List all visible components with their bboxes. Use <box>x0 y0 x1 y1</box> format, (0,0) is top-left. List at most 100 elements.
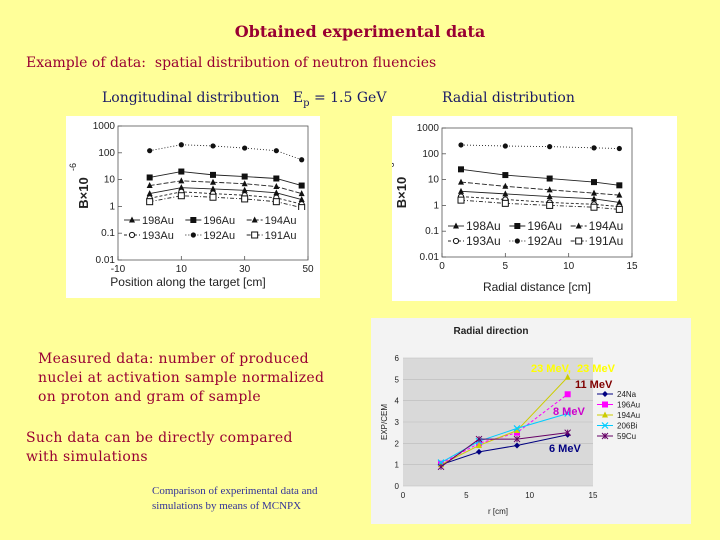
series-line-24Na <box>440 434 568 466</box>
energy-annotation: 11 MeV <box>575 379 613 391</box>
y-tick-label: 10 <box>428 175 440 186</box>
y-tick-label: 0.01 <box>420 252 440 263</box>
example-label: Example of data: <box>26 55 146 71</box>
data-point-59Cu <box>564 429 572 437</box>
energy-annotation: 6 MeV <box>549 443 581 455</box>
series-line-194Au <box>460 181 620 196</box>
legend-label-194Au: 194Au <box>589 219 624 233</box>
y-tick-label: 2 <box>395 439 400 448</box>
legend-marker-59Cu <box>601 432 609 440</box>
data-point-192Au <box>458 142 464 148</box>
data-point-191Au <box>457 196 465 204</box>
y-tick-label: 1 <box>395 461 400 470</box>
legend-label-196Au: 196Au <box>203 215 235 227</box>
legend-label-192Au: 192Au <box>203 230 235 242</box>
energy-annotation: 23 MeV <box>577 363 616 375</box>
data-point-194Au <box>476 441 482 448</box>
x-tick-label: 15 <box>589 491 598 500</box>
legend-marker-194Au <box>602 411 608 418</box>
y-tick-label: 5 <box>395 375 400 384</box>
y-tick-label: 0.01 <box>96 255 116 266</box>
x-tick-label: 0 <box>401 491 406 500</box>
energy-sub: p <box>303 97 310 109</box>
data-point-191Au <box>177 192 185 200</box>
compare-note: Such data can be directly compared with … <box>26 430 293 465</box>
legend-marker-24Na <box>602 391 608 397</box>
plot-frame <box>117 125 309 261</box>
data-point-206Bi <box>564 410 572 417</box>
example-text: spatial distribution of neutron fluencie… <box>154 55 437 71</box>
legend-label-24Na: 24Na <box>617 390 637 399</box>
x-tick-label: 0 <box>439 261 445 272</box>
data-point-194Au <box>241 180 248 187</box>
legend-label-196Au: 196Au <box>527 219 562 233</box>
x-tick-label: 5 <box>503 261 509 272</box>
data-point-198Au <box>146 190 153 197</box>
data-point-192Au <box>616 145 622 152</box>
y-axis-label: B×10 <box>394 177 409 208</box>
longitudinal-chart-panel: 1000 100 10 1 0.1 0.01 -10 10 30 50 198Au 196Au 194A… <box>66 116 320 298</box>
series-line-194Au <box>440 376 569 466</box>
legend-label-191Au: 191Au <box>589 234 624 248</box>
mcnpx-note: Comparison of experimental data and simu… <box>152 485 318 512</box>
y-axis-label-exponent: -6 <box>392 162 396 170</box>
data-point-191Au <box>298 204 306 212</box>
legend-marker-198Au <box>453 222 459 229</box>
data-point-194Au <box>273 183 280 190</box>
series-line-193Au <box>149 191 302 205</box>
plot-frame <box>441 127 633 258</box>
data-point-59Cu <box>475 435 483 443</box>
data-point-194Au <box>546 186 553 193</box>
data-point-192Au <box>502 143 508 149</box>
energy-annotation: 8 MeV <box>553 406 585 418</box>
data-point-194Au <box>514 427 520 434</box>
series-line-194Au <box>149 180 302 195</box>
series-line-206Bi <box>440 412 568 463</box>
measured-text: number of produced nuclei at activation … <box>38 351 325 405</box>
data-point-192Au <box>273 148 279 154</box>
data-point-206Bi <box>513 424 521 432</box>
data-point-198Au <box>178 184 185 191</box>
data-point-194Au <box>564 373 571 380</box>
series-line-198Au <box>149 187 302 200</box>
data-point-192Au <box>242 145 248 151</box>
data-point-192Au <box>591 145 597 151</box>
legend-label-193Au: 193Au <box>466 234 501 248</box>
data-point-198Au <box>502 190 509 197</box>
data-point-196Au <box>146 174 153 181</box>
data-point-24Na <box>514 442 520 449</box>
data-point-24Na <box>476 448 482 455</box>
data-point-198Au <box>241 186 248 193</box>
legend-marker-191Au <box>251 231 259 239</box>
data-point-196Au <box>616 182 623 189</box>
data-point-191Au <box>546 201 554 209</box>
data-point-196Au <box>458 166 464 173</box>
data-point-191Au <box>501 199 509 207</box>
data-point-194Au <box>178 177 185 184</box>
legend-box <box>446 216 630 246</box>
x-tick-label: 10 <box>176 264 188 275</box>
data-point-198Au <box>591 195 597 202</box>
data-point-196Au <box>178 168 185 175</box>
data-point-194Au <box>616 191 623 198</box>
radial-direction-chart: Radial direction 0 1 2 3 4 5 6 0 5 10 15 EXP/CEM r [c… <box>380 326 640 516</box>
legend-label-192Au: 192Au <box>527 234 562 248</box>
legend-label-194Au: 194Au <box>265 215 297 227</box>
x-tick-label: 10 <box>525 491 534 500</box>
y-tick-label: 6 <box>395 354 400 363</box>
series-line-193Au <box>460 196 620 208</box>
measured-label: Measured data: <box>38 351 154 367</box>
data-point-192Au <box>547 144 553 150</box>
legend-label-59Cu: 59Cu <box>617 432 636 441</box>
data-point-191Au <box>615 205 623 213</box>
x-tick-label: 5 <box>464 491 469 500</box>
y-tick-label: 0.1 <box>425 226 439 237</box>
x-tick-label: 10 <box>563 261 575 272</box>
legend-label-206Bi: 206Bi <box>617 422 638 431</box>
data-point-192Au <box>210 143 216 149</box>
y-tick-label: 1 <box>433 200 439 211</box>
energy-label: E <box>292 90 304 106</box>
data-point-194Au <box>591 189 597 196</box>
legend-label-191Au: 191Au <box>265 230 297 242</box>
x-tick-label: 50 <box>302 264 314 275</box>
